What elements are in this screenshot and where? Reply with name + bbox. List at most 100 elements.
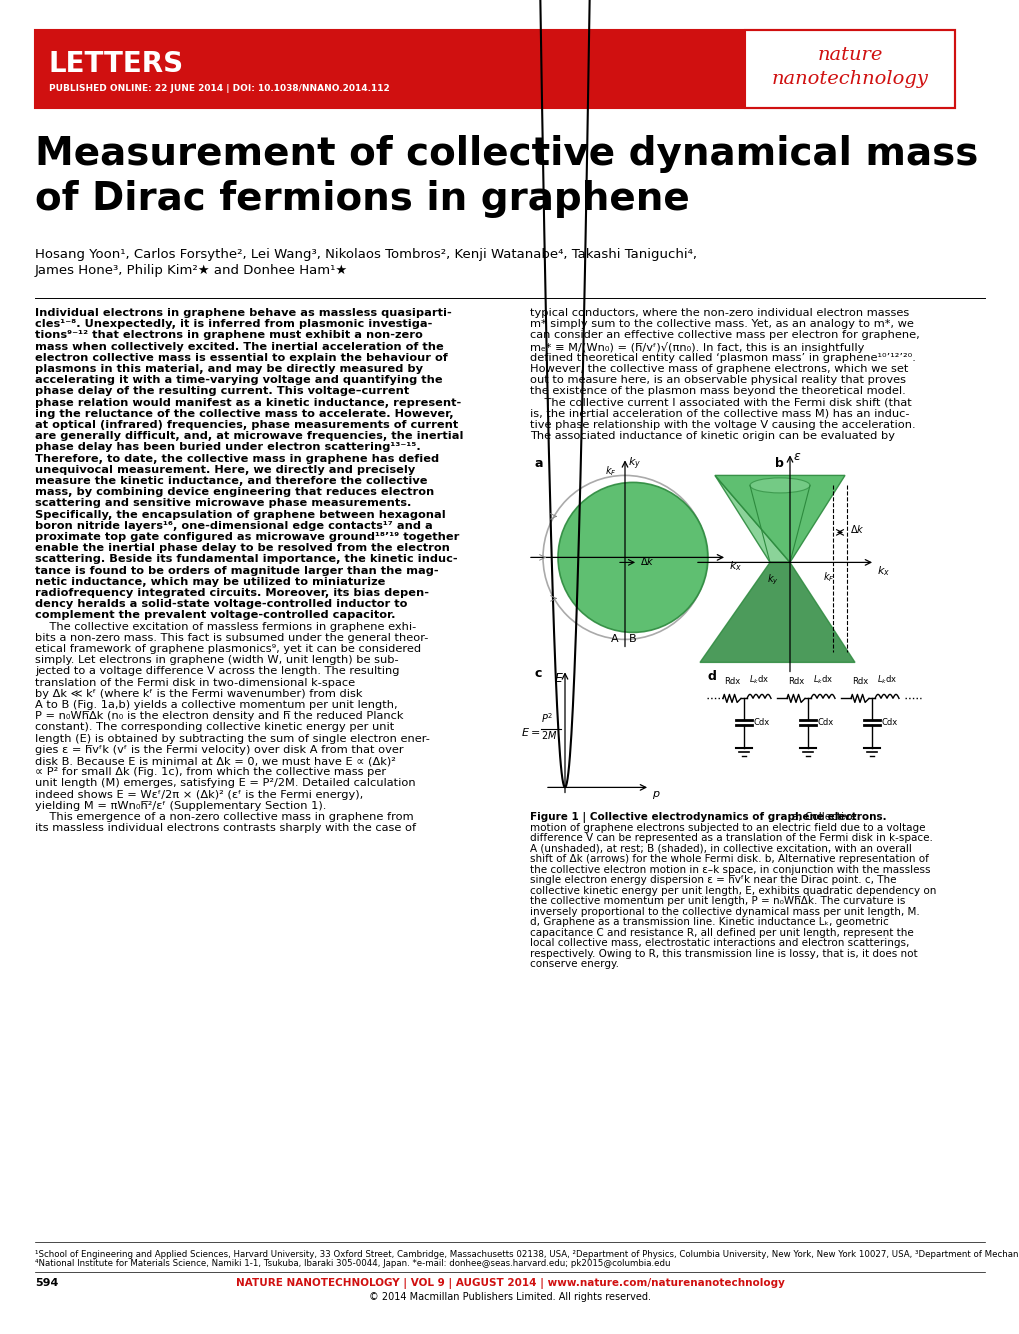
Text: E: E <box>554 672 562 686</box>
Text: typical conductors, where the non-zero individual electron masses: typical conductors, where the non-zero i… <box>530 308 908 317</box>
Text: Individual electrons in graphene behave as massless quasiparti-: Individual electrons in graphene behave … <box>35 308 451 317</box>
Text: unequivocal measurement. Here, we directly and precisely: unequivocal measurement. Here, we direct… <box>35 464 415 475</box>
Text: $E=$: $E=$ <box>520 727 539 739</box>
Text: dency heralds a solid-state voltage-controlled inductor to: dency heralds a solid-state voltage-cont… <box>35 599 407 610</box>
Text: ¹School of Engineering and Applied Sciences, Harvard University, 33 Oxford Stree: ¹School of Engineering and Applied Scien… <box>35 1250 1019 1259</box>
Text: a, Collective: a, Collective <box>792 812 856 822</box>
Text: bits a non-zero mass. This fact is subsumed under the general theor-: bits a non-zero mass. This fact is subsu… <box>35 632 428 643</box>
Text: phase delay has been buried under electron scattering¹³⁻¹⁵.: phase delay has been buried under electr… <box>35 443 421 452</box>
Text: unit length (M) emerges, satisfying E = P²/2M. Detailed calculation: unit length (M) emerges, satisfying E = … <box>35 779 415 788</box>
Text: conserve energy.: conserve energy. <box>530 959 619 970</box>
Text: ∝ P² for small Δk (Fig. 1c), from which the collective mass per: ∝ P² for small Δk (Fig. 1c), from which … <box>35 767 386 778</box>
Text: radiofrequency integrated circuits. Moreover, its bias depen-: radiofrequency integrated circuits. More… <box>35 588 429 598</box>
Text: boron nitride layers¹⁶, one-dimensional edge contacts¹⁷ and a: boron nitride layers¹⁶, one-dimensional … <box>35 520 432 531</box>
Text: simply. Let electrons in graphene (width W, unit length) be sub-: simply. Let electrons in graphene (width… <box>35 655 398 666</box>
Circle shape <box>557 483 707 632</box>
Text: Figure 1 | Collective electrodynamics of graphene electrons.: Figure 1 | Collective electrodynamics of… <box>530 812 890 823</box>
Text: $L_k$dx: $L_k$dx <box>812 674 833 687</box>
Text: Cdx: Cdx <box>753 718 769 727</box>
Text: proximate top gate configured as microwave ground¹⁸’¹⁹ together: proximate top gate configured as microwa… <box>35 532 459 542</box>
Text: $k_x$: $k_x$ <box>876 564 890 578</box>
Text: mass when collectively excited. The inertial acceleration of the: mass when collectively excited. The iner… <box>35 342 443 352</box>
Text: A (unshaded), at rest; B (shaded), in collective excitation, with an overall: A (unshaded), at rest; B (shaded), in co… <box>530 844 911 854</box>
Text: Cdx: Cdx <box>881 718 898 727</box>
Text: enable the inertial phase delay to be resolved from the electron: enable the inertial phase delay to be re… <box>35 543 449 554</box>
Text: measure the kinetic inductance, and therefore the collective: measure the kinetic inductance, and ther… <box>35 476 427 486</box>
Text: d: d <box>707 671 716 683</box>
Text: LETTERS: LETTERS <box>49 49 184 77</box>
Text: scattering and sensitive microwave phase measurements.: scattering and sensitive microwave phase… <box>35 499 411 508</box>
Polygon shape <box>699 563 854 663</box>
Text: collective kinetic energy per unit length, E, exhibits quadratic dependency on: collective kinetic energy per unit lengt… <box>530 886 935 896</box>
Text: $L_k$dx: $L_k$dx <box>748 674 768 687</box>
Text: the collective electron motion in ε–k space, in conjunction with the massless: the collective electron motion in ε–k sp… <box>530 864 929 875</box>
Text: tions⁹⁻¹² that electrons in graphene must exhibit a non-zero: tions⁹⁻¹² that electrons in graphene mus… <box>35 331 422 340</box>
Text: constant). The corresponding collective kinetic energy per unit: constant). The corresponding collective … <box>35 723 394 732</box>
Text: © 2014 Macmillan Publishers Limited. All rights reserved.: © 2014 Macmillan Publishers Limited. All… <box>369 1293 650 1302</box>
Bar <box>35 29 744 108</box>
Text: the existence of the plasmon mass beyond the theoretical model.: the existence of the plasmon mass beyond… <box>530 387 905 396</box>
Text: $P^2$: $P^2$ <box>540 711 552 726</box>
Text: tive phase relationship with the voltage V causing the acceleration.: tive phase relationship with the voltage… <box>530 420 915 430</box>
Polygon shape <box>714 475 790 563</box>
Text: gies ε = h̅vᶠk (vᶠ is the Fermi velocity) over disk A from that over: gies ε = h̅vᶠk (vᶠ is the Fermi velocity… <box>35 744 404 755</box>
Text: shift of Δk (arrows) for the whole Fermi disk. b, Alternative representation of: shift of Δk (arrows) for the whole Fermi… <box>530 854 928 864</box>
Text: The collective excitation of massless fermions in graphene exhi-: The collective excitation of massless fe… <box>35 622 416 631</box>
Text: are generally difficult, and, at microwave frequencies, the inertial: are generally difficult, and, at microwa… <box>35 431 463 442</box>
Text: inversely proportional to the collective dynamical mass per unit length, M.: inversely proportional to the collective… <box>530 907 919 916</box>
Text: This emergence of a non-zero collective mass in graphene from: This emergence of a non-zero collective … <box>35 812 414 822</box>
Text: Rdx: Rdx <box>723 678 740 687</box>
Text: $\Delta k$: $\Delta k$ <box>639 555 654 567</box>
Text: However, the collective mass of graphene electrons, which we set: However, the collective mass of graphene… <box>530 364 908 374</box>
Text: $k_x$: $k_x$ <box>729 559 742 574</box>
Text: out to measure here, is an observable physical reality that proves: out to measure here, is an observable ph… <box>530 375 905 386</box>
Text: Specifically, the encapsulation of graphene between hexagonal: Specifically, the encapsulation of graph… <box>35 510 445 520</box>
Text: electron collective mass is essential to explain the behaviour of: electron collective mass is essential to… <box>35 352 447 363</box>
Text: local collective mass, electrostatic interactions and electron scatterings,: local collective mass, electrostatic int… <box>530 938 909 948</box>
Text: A: A <box>610 635 619 644</box>
Text: motion of graphene electrons subjected to an electric field due to a voltage: motion of graphene electrons subjected t… <box>530 823 924 832</box>
Text: The collective current I associated with the Fermi disk shift (that: The collective current I associated with… <box>530 398 911 408</box>
Text: ing the reluctance of the collective mass to accelerate. However,: ing the reluctance of the collective mas… <box>35 408 453 419</box>
Bar <box>744 29 954 108</box>
Text: its massless individual electrons contrasts sharply with the case of: its massless individual electrons contra… <box>35 823 416 834</box>
Text: d, Graphene as a transmission line. Kinetic inductance Lₖ, geometric: d, Graphene as a transmission line. Kine… <box>530 918 888 927</box>
Text: plasmons in this material, and may be directly measured by: plasmons in this material, and may be di… <box>35 364 423 374</box>
Ellipse shape <box>749 478 809 492</box>
Text: can consider an effective collective mass per electron for graphene,: can consider an effective collective mas… <box>530 331 919 340</box>
Polygon shape <box>714 475 844 563</box>
Text: The associated inductance of kinetic origin can be evaluated by: The associated inductance of kinetic ori… <box>530 431 894 442</box>
Text: ⁴National Institute for Materials Science, Namiki 1-1, Tsukuba, Ibaraki 305-0044: ⁴National Institute for Materials Scienc… <box>35 1259 669 1269</box>
Text: 594: 594 <box>35 1278 58 1289</box>
Text: c: c <box>535 667 542 680</box>
Text: mₑ* ≡ M/(Wn₀) = (h̅/vᶠ)√(πn₀). In fact, this is an insightfully: mₑ* ≡ M/(Wn₀) = (h̅/vᶠ)√(πn₀). In fact, … <box>530 342 863 352</box>
Text: length (E) is obtained by subtracting the sum of single electron ener-: length (E) is obtained by subtracting th… <box>35 734 429 743</box>
Text: Hosang Yoon¹, Carlos Forsythe², Lei Wang³, Nikolaos Tombros², Kenji Watanabe⁴, T: Hosang Yoon¹, Carlos Forsythe², Lei Wang… <box>35 248 696 261</box>
Text: Therefore, to date, the collective mass in graphene has defied: Therefore, to date, the collective mass … <box>35 454 439 464</box>
Text: by Δk ≪ kᶠ (where kᶠ is the Fermi wavenumber) from disk: by Δk ≪ kᶠ (where kᶠ is the Fermi wavenu… <box>35 688 362 699</box>
Text: difference V can be represented as a translation of the Fermi disk in k-space.: difference V can be represented as a tra… <box>530 834 932 843</box>
Text: nanotechnology: nanotechnology <box>770 69 927 88</box>
Text: at optical (infrared) frequencies, phase measurements of current: at optical (infrared) frequencies, phase… <box>35 420 458 430</box>
Text: NATURE NANOTECHNOLOGY | VOL 9 | AUGUST 2014 | www.nature.com/naturenanotechnolog: NATURE NANOTECHNOLOGY | VOL 9 | AUGUST 2… <box>235 1278 784 1289</box>
Text: $k_F$: $k_F$ <box>822 571 834 584</box>
Text: indeed shows E = Wεᶠ/2π × (Δk)² (εᶠ is the Fermi energy),: indeed shows E = Wεᶠ/2π × (Δk)² (εᶠ is t… <box>35 790 363 799</box>
Text: respectively. Owing to R, this transmission line is lossy, that is, it does not: respectively. Owing to R, this transmiss… <box>530 948 917 959</box>
Bar <box>35 29 954 108</box>
Text: p: p <box>651 790 658 799</box>
Text: Rdx: Rdx <box>851 678 867 687</box>
Text: disk B. Because E is minimal at Δk = 0, we must have E ∝ (Δk)²: disk B. Because E is minimal at Δk = 0, … <box>35 756 395 766</box>
Text: is, the inertial acceleration of the collective mass M) has an induc-: is, the inertial acceleration of the col… <box>530 408 909 419</box>
Text: capacitance C and resistance R, all defined per unit length, represent the: capacitance C and resistance R, all defi… <box>530 928 913 938</box>
Text: $\Delta k$: $\Delta k$ <box>849 523 864 535</box>
Text: netic inductance, which may be utilized to miniaturize: netic inductance, which may be utilized … <box>35 576 385 587</box>
Text: a: a <box>535 458 543 471</box>
Text: yielding M = πWn₀h̅²/εᶠ (Supplementary Section 1).: yielding M = πWn₀h̅²/εᶠ (Supplementary S… <box>35 800 326 811</box>
Text: PUBLISHED ONLINE: 22 JUNE 2014 | DOI: 10.1038/NNANO.2014.112: PUBLISHED ONLINE: 22 JUNE 2014 | DOI: 10… <box>49 84 389 93</box>
Text: mass, by combining device engineering that reduces electron: mass, by combining device engineering th… <box>35 487 434 498</box>
Text: defined theoretical entity called ‘plasmon mass’ in graphene¹⁰’¹²’²⁰.: defined theoretical entity called ‘plasm… <box>530 352 915 363</box>
Text: $k_y$: $k_y$ <box>766 572 777 587</box>
Text: scattering. Beside its fundamental importance, the kinetic induc-: scattering. Beside its fundamental impor… <box>35 555 458 564</box>
Text: translation of the Fermi disk in two-dimensional k-space: translation of the Fermi disk in two-dim… <box>35 678 355 687</box>
Text: phase delay of the resulting current. This voltage–current: phase delay of the resulting current. Th… <box>35 387 409 396</box>
